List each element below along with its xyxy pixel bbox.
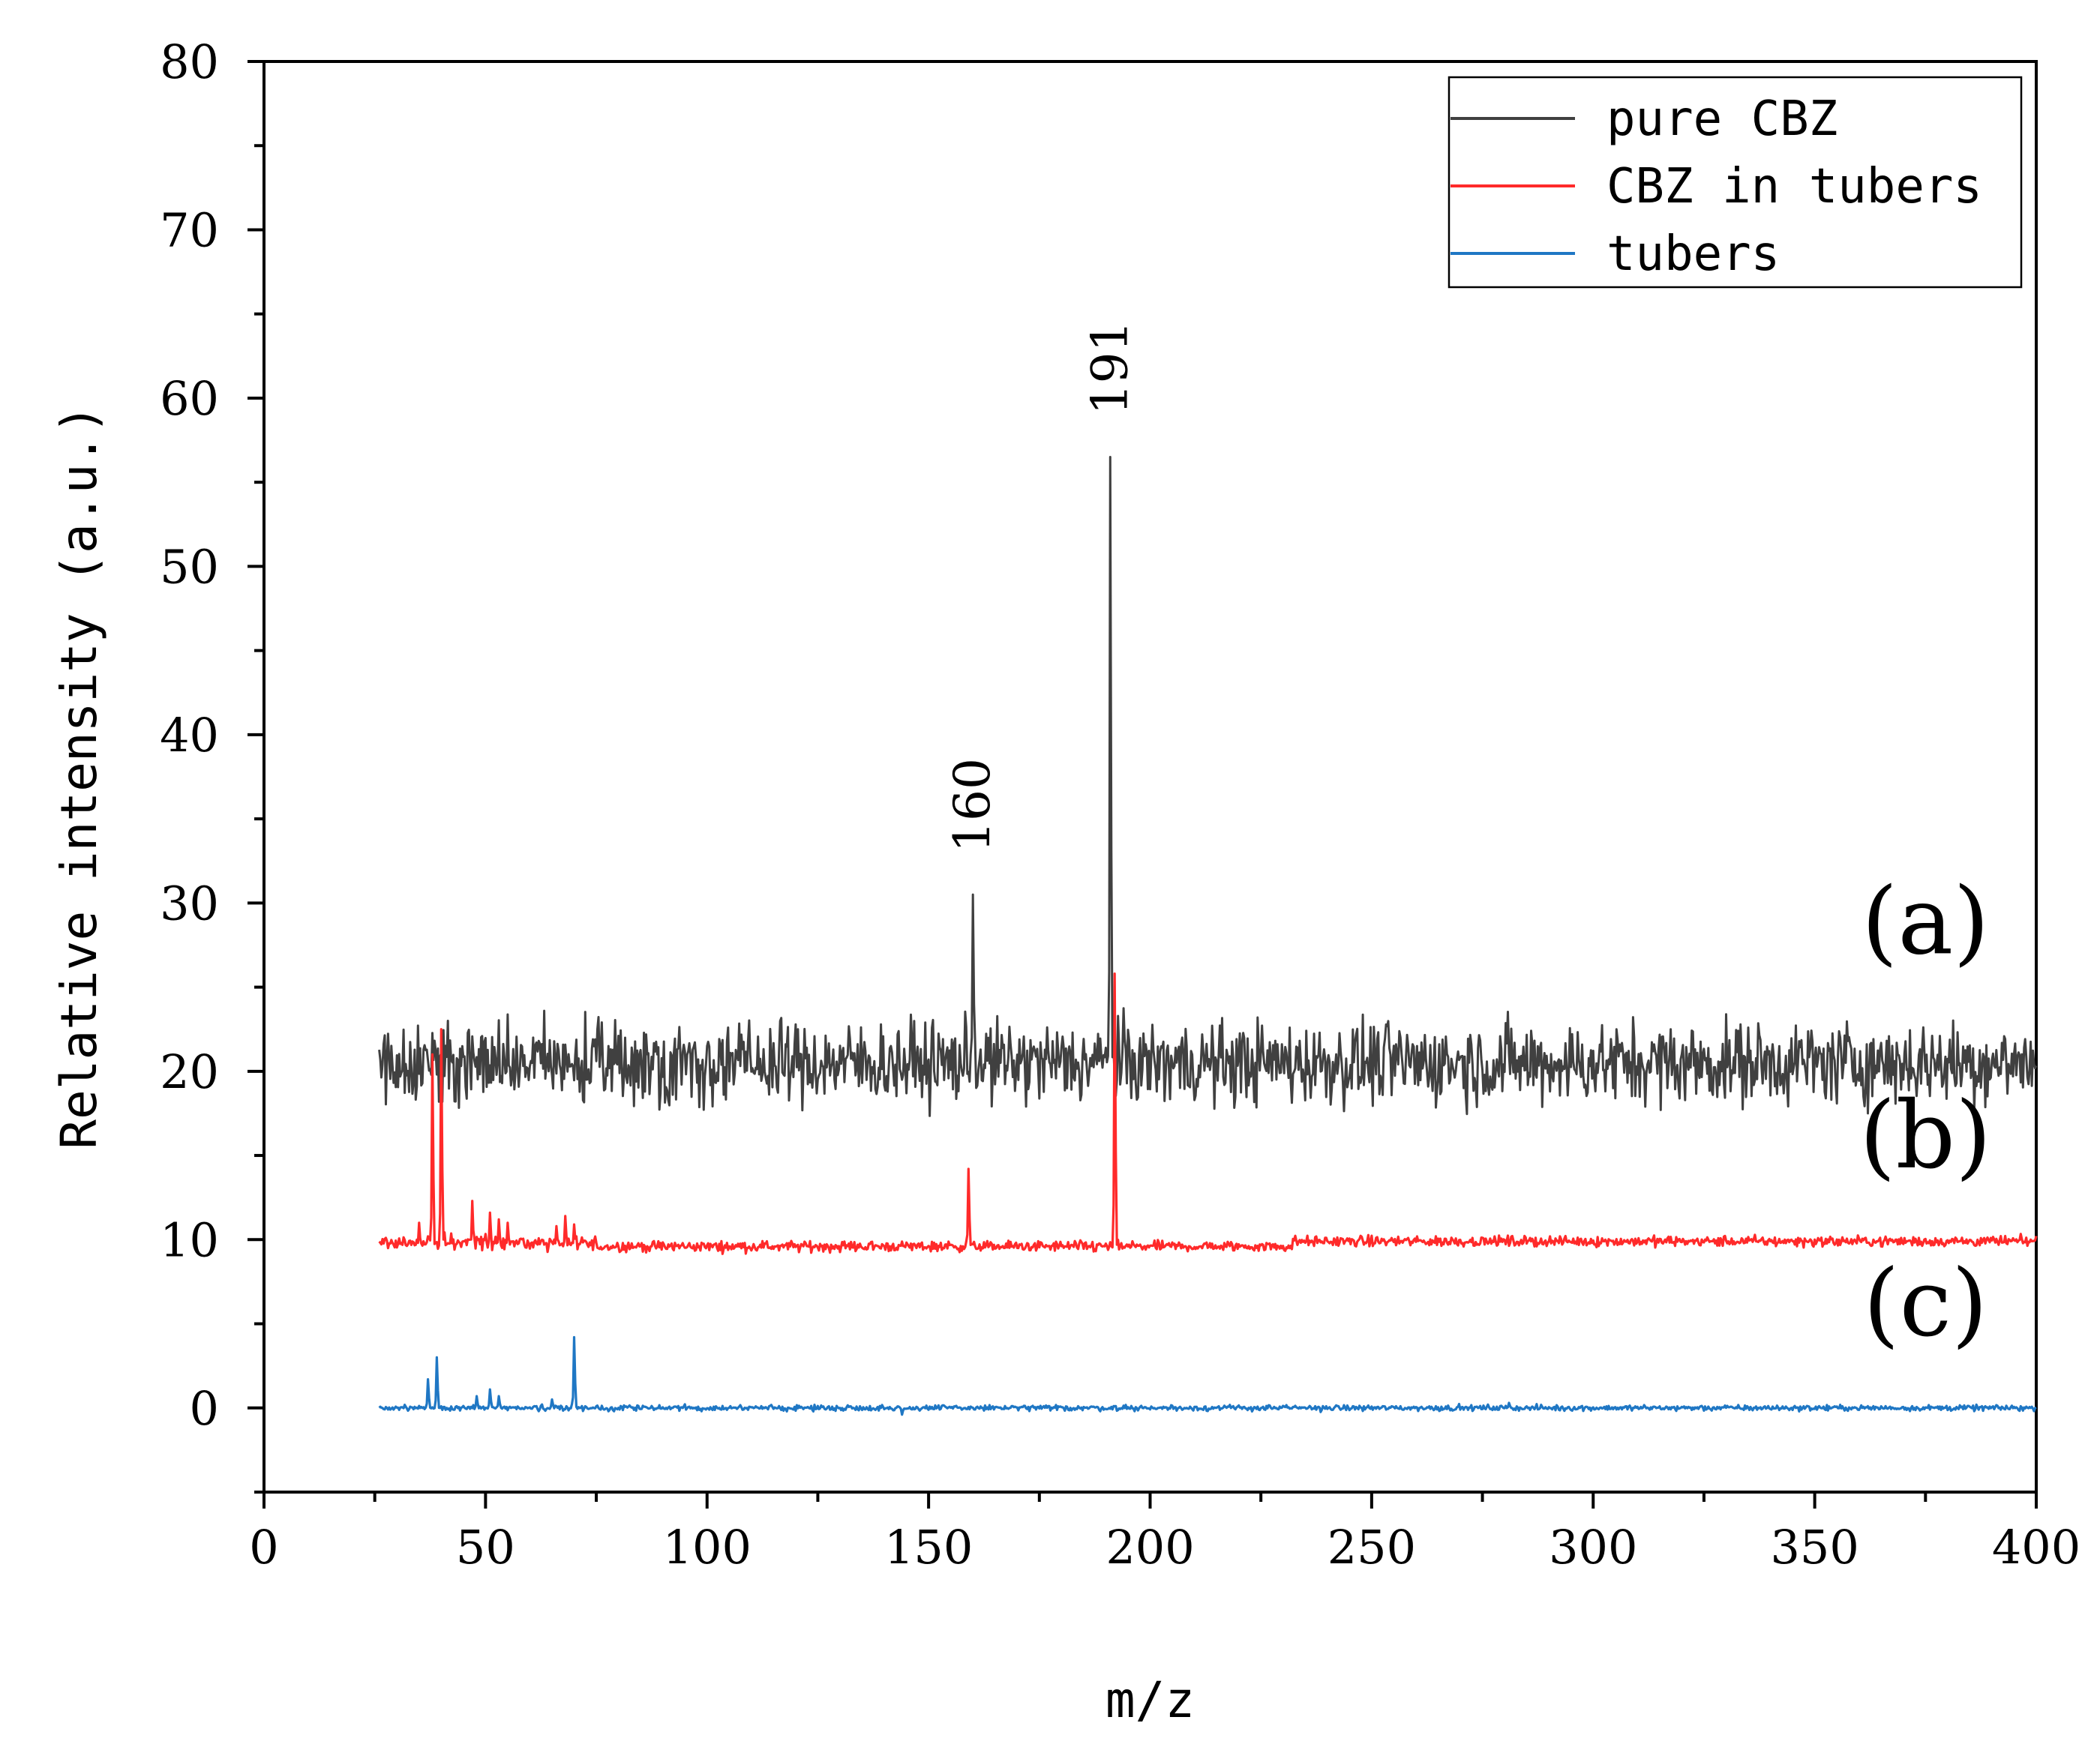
peak-annotations: 160 191: [944, 320, 1138, 853]
series-line-cbz-in-tubers: [378, 972, 2038, 1255]
y-tick-label: 30: [160, 876, 219, 930]
x-tick-label: 50: [456, 1520, 515, 1575]
series-line-tubers: [378, 1335, 2037, 1416]
peak-label: 191: [1081, 320, 1138, 415]
legend-label: pure CBZ: [1606, 91, 1838, 147]
x-tick-label: 300: [1549, 1520, 1637, 1575]
panel-label: (c): [1863, 1250, 1988, 1358]
x-tick-label: 400: [1992, 1520, 2080, 1575]
y-tick-label: 70: [160, 202, 219, 257]
y-tick-label: 60: [160, 371, 219, 426]
legend-label: CBZ in tubers: [1606, 159, 1982, 214]
y-tick-label: 20: [160, 1044, 219, 1099]
y-tick-label: 80: [160, 34, 219, 89]
legend: pure CBZ CBZ in tubers tubers: [1448, 76, 2023, 289]
peak-label: 160: [944, 758, 1001, 853]
x-tick-label: 150: [884, 1520, 973, 1575]
x-tick-label: 200: [1106, 1520, 1194, 1575]
x-tick-label: 250: [1328, 1520, 1416, 1575]
y-tick-label: 10: [160, 1212, 219, 1267]
x-tick-label: 100: [663, 1520, 752, 1575]
axis-ticks: 0 50 100 150 200 250 300 350 400 0 10 20 30 40 50 60 70 8…: [160, 34, 2080, 1575]
x-tick-label: 0: [249, 1520, 278, 1575]
panel-labels: (a) (b) (c): [1859, 868, 1991, 1359]
y-tick-label: 0: [190, 1381, 219, 1436]
x-axis-title: m/z: [1106, 1671, 1195, 1729]
y-axis-title: Relative intensity (a.u.): [50, 404, 108, 1149]
y-tick-label: 50: [160, 539, 219, 594]
x-tick-label: 350: [1770, 1520, 1858, 1575]
panel-label: (a): [1862, 868, 1990, 976]
series-line-pure-cbz: [378, 456, 2038, 1117]
panel-label: (b): [1859, 1082, 1991, 1190]
legend-label: tubers: [1606, 226, 1780, 282]
y-tick-label: 40: [160, 708, 219, 763]
axis-titles: m/z Relative intensity (a.u.): [50, 404, 1195, 1729]
series-lines: [378, 456, 2038, 1416]
